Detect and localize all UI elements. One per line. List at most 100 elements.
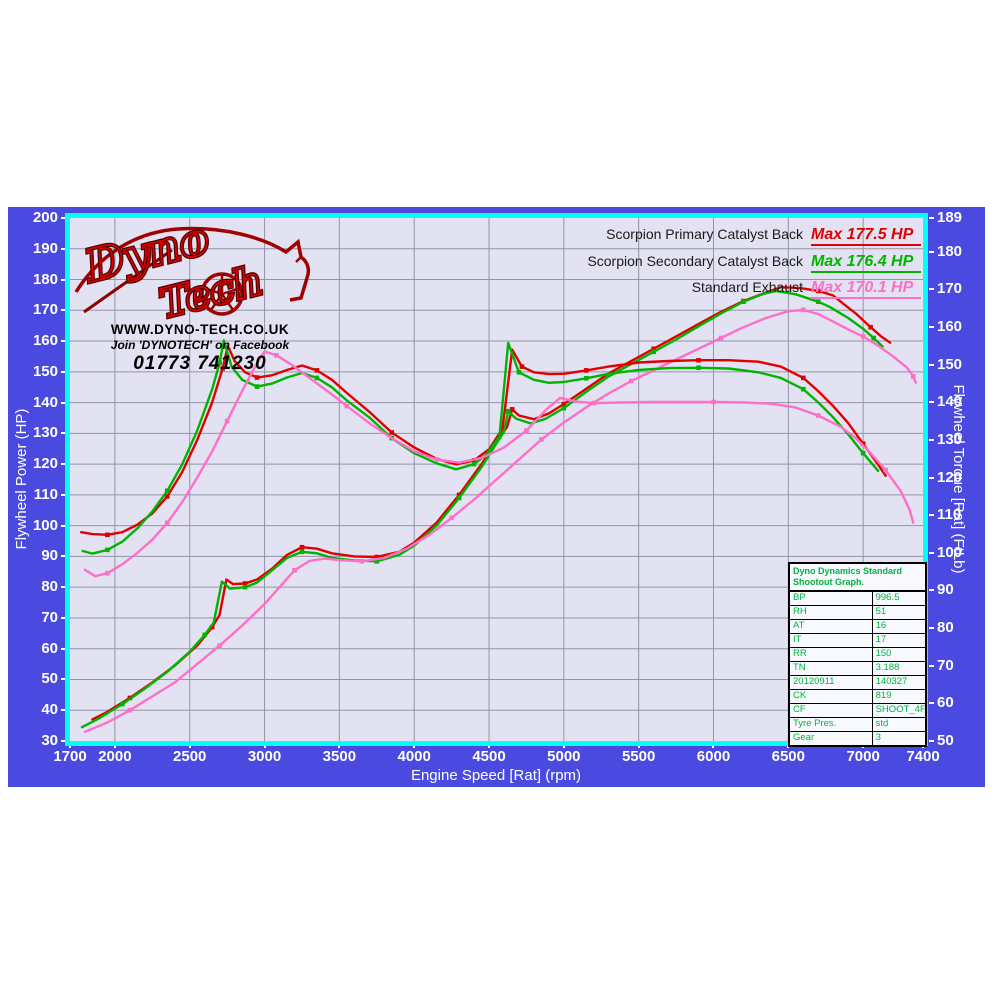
right-tick-label: 110 [937, 506, 962, 524]
curve-marker [292, 567, 297, 573]
x-tick-label: 2500 [173, 748, 207, 765]
right-tick-mark [929, 217, 934, 219]
left-tick-mark [61, 278, 66, 281]
right-tick-label: 180 [937, 242, 963, 260]
right-tick-label: 50 [937, 732, 954, 749]
curve-marker [718, 335, 724, 341]
table-row: IT 17 [790, 633, 925, 648]
x-tick-mark [637, 744, 640, 748]
left-tick-label: 160 [32, 332, 58, 350]
left-tick-mark [61, 401, 66, 404]
curve-marker [561, 401, 567, 407]
left-tick-mark [61, 309, 66, 312]
curve-marker [815, 299, 821, 304]
curve-marker [868, 324, 873, 330]
left-tick-label: 110 [33, 485, 58, 503]
table-cell-key: TN [790, 661, 873, 675]
right-tick-label: 80 [937, 619, 954, 637]
curve-marker [519, 364, 525, 369]
left-tick-label: 200 [32, 209, 58, 226]
x-tick-label: 4000 [397, 748, 431, 765]
x-tick-label: 2000 [98, 748, 132, 765]
curve-marker [860, 441, 866, 447]
curve-marker [274, 353, 279, 358]
curve-marker [127, 707, 133, 713]
right-tick-label: 140 [937, 393, 963, 411]
left-tick-label: 60 [41, 639, 58, 657]
left-tick-label: 150 [32, 362, 58, 380]
right-tick-mark [929, 476, 934, 479]
left-tick-mark [61, 647, 66, 650]
curve-marker [815, 288, 821, 294]
table-row: RH 51 [790, 605, 925, 620]
x-tick-label: 5500 [621, 748, 656, 765]
table-cell-key: Tyre Pres. [790, 717, 873, 731]
table-cell-value: 140327 [875, 675, 908, 687]
x-tick-mark [488, 744, 491, 748]
x-tick-label: 1700 [53, 748, 87, 765]
table-cell-key: BP [790, 591, 873, 605]
left-tick-mark [61, 340, 66, 343]
right-tick-label: 189 [937, 209, 963, 226]
dynotech-car-logo-icon: Dyno Dyno Tech Tech [74, 222, 311, 320]
right-tick-label: 120 [937, 468, 963, 486]
curve-marker [456, 495, 462, 501]
left-tick-label: 40 [41, 701, 58, 719]
x-tick-mark [113, 744, 116, 748]
left-tick-mark [61, 370, 66, 373]
curve-marker [105, 547, 110, 553]
left-tick-label: 180 [32, 270, 58, 288]
curve-marker [471, 461, 477, 467]
right-tick-mark [929, 514, 934, 517]
table-row: CF SHOOT_4F [790, 703, 925, 718]
curve-marker [583, 368, 589, 373]
curve-marker [164, 494, 170, 499]
x-tick-label: 7000 [846, 748, 880, 765]
table-cell-key: AT [790, 619, 873, 633]
table-row: BP 996.5 [790, 591, 925, 606]
x-tick-label: 4500 [472, 748, 506, 765]
curve-marker [120, 701, 125, 707]
curve-marker [105, 570, 110, 576]
run-info-table-header: Dyno Dynamics Standard Shootout Graph. [790, 564, 925, 592]
run-info-table: Dyno Dynamics Standard Shootout Graph. B… [788, 562, 927, 747]
table-row: AT 16 [790, 619, 925, 634]
curve-marker [314, 375, 320, 381]
table-cell-key: 20120911 [790, 675, 873, 689]
curve-marker [628, 378, 634, 384]
curve-marker [217, 360, 222, 366]
left-tick-label: 70 [41, 608, 58, 626]
right-tick-mark [929, 589, 934, 592]
left-tick-mark [61, 463, 66, 466]
right-tick-mark [929, 363, 934, 366]
table-cell-value: 996.5 [875, 591, 900, 603]
dynotech-logo: Dyno Dyno Tech Tech WWW.DYNO-TECH.CO.UK … [72, 222, 328, 374]
curve-marker [242, 581, 248, 586]
x-tick-label: 6000 [696, 748, 731, 765]
curve-marker [651, 349, 656, 355]
curve-marker [711, 399, 716, 405]
curve-marker [509, 407, 515, 412]
curve-marker [254, 384, 260, 389]
curve-marker [359, 559, 365, 564]
right-tick-mark [929, 250, 934, 253]
left-tick-mark [61, 555, 66, 558]
right-tick-mark [929, 288, 934, 291]
x-tick-mark [188, 744, 191, 748]
left-tick-label: 140 [32, 393, 58, 411]
left-tick-label: 30 [41, 732, 58, 749]
left-tick-label: 170 [32, 301, 58, 319]
legend-row-3: Standard Exhaust Max 170.1 HP [692, 279, 921, 299]
chart-panel: Flywheel Power (HP) Flywheel Torque [Rat… [8, 207, 985, 787]
legend-max-value: Max 177.5 HP [811, 226, 921, 246]
curve-marker [871, 335, 876, 341]
curve-marker [389, 430, 395, 435]
curve-standard-exhaust-torque [83, 350, 915, 578]
x-tick-mark [413, 744, 416, 748]
legend-series-label: Standard Exhaust [691, 279, 803, 295]
right-tick-label: 60 [937, 694, 954, 712]
curve-standard-exhaust-power [83, 308, 917, 733]
legend-row-2: Scorpion Secondary Catalyst Back Max 176.… [587, 253, 921, 273]
curve-marker [696, 365, 701, 371]
curve-marker [202, 632, 207, 638]
